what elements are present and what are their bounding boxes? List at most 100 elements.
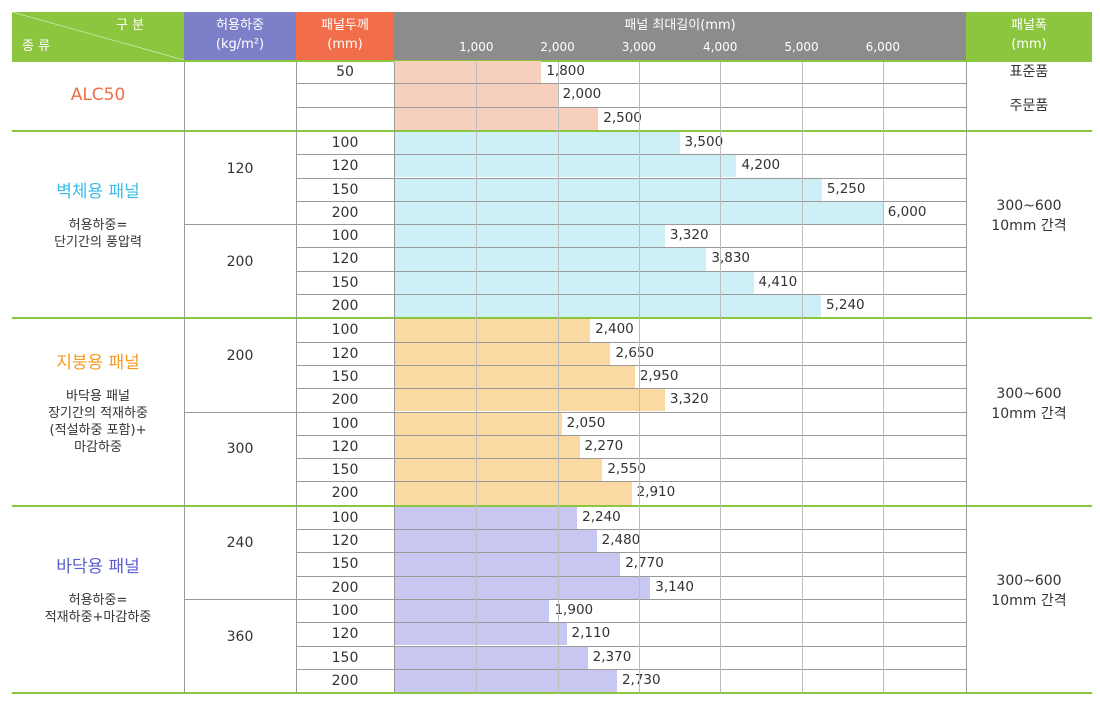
table-body: 50 1,800 2,000 2,500 ALC50 표준품 주문품 100 3,500 120 4…	[12, 12, 1092, 708]
group-rule	[184, 411, 296, 413]
length-tick-label: 4,000	[703, 40, 738, 54]
length-bar	[394, 482, 632, 505]
row-rule	[296, 341, 966, 343]
thickness-value: 150	[331, 181, 359, 198]
column-rule	[296, 62, 297, 694]
bar-value-label: 3,140	[652, 577, 697, 596]
group-rule	[184, 224, 296, 226]
row-rule	[296, 154, 966, 156]
bar-value-label: 3,320	[666, 226, 712, 245]
length-bar	[394, 412, 562, 435]
row-rule	[296, 83, 966, 85]
panel-width-line: 300~600	[996, 385, 1062, 402]
category-note: 허용하중= 적재하중+마감하중	[12, 592, 184, 626]
thickness-value: 200	[331, 204, 359, 221]
panel-width-value: 300~600 10mm 간격	[966, 196, 1092, 236]
length-bar	[394, 225, 665, 248]
panel-width-value: 300~600 10mm 간격	[966, 571, 1092, 611]
load-value: 200	[226, 347, 254, 364]
bar-value-label: 2,950	[636, 366, 682, 385]
thickness-value: 100	[331, 322, 359, 339]
load-value: 360	[226, 628, 254, 645]
header-thickness-unit: (mm)	[327, 37, 363, 52]
length-bar	[394, 131, 680, 155]
thickness-value: 150	[331, 274, 359, 291]
panel-width-value: 표준품 주문품	[966, 62, 1092, 116]
row-rule	[296, 247, 966, 249]
thickness-value: 100	[331, 415, 359, 432]
row-rule	[296, 434, 966, 436]
bar-value-label: 3,320	[666, 390, 712, 409]
row-rule	[296, 481, 966, 483]
bar-value-label: 1,900	[551, 600, 597, 619]
length-bar	[394, 248, 707, 271]
length-bar	[394, 271, 754, 294]
category-note-line: 허용하중=	[68, 592, 128, 608]
thickness-value: 150	[331, 556, 359, 573]
length-bar	[394, 576, 651, 599]
header-length-cell: 패널 최대길이(mm) 1,000 2,000 3,000 4,000 5,000 6,0…	[394, 12, 966, 60]
bar-value-label: 2,500	[600, 108, 645, 127]
bar-value-label: 3,830	[708, 249, 754, 268]
category-note-line: 허용하중=	[68, 218, 128, 234]
row-rule	[296, 364, 966, 366]
bar-value-label: 2,910	[633, 483, 679, 502]
header-width-unit: (mm)	[1011, 37, 1047, 52]
category-note-line: 마감하중	[74, 439, 122, 455]
row-rule	[296, 294, 966, 295]
bar-value-label: 6,000	[884, 202, 930, 221]
thickness-value: 120	[331, 251, 359, 268]
length-bar	[394, 435, 580, 459]
thickness-value: 150	[331, 462, 359, 479]
length-bar	[394, 389, 665, 412]
length-bar	[394, 155, 737, 178]
category-title: 벽체용 패널	[56, 182, 140, 203]
thickness-value: 50	[336, 64, 354, 80]
length-gridline	[638, 62, 640, 694]
length-bar	[394, 669, 617, 693]
panel-spec-table: 구 분 종 류 허용하중 (kg/m²) 패널두께 (mm) 패널 최대길이(m…	[12, 12, 1092, 708]
length-tick-label: 3,000	[621, 40, 657, 54]
thickness-value: 150	[331, 368, 359, 385]
thickness-value: 120	[331, 158, 359, 175]
length-bar	[394, 646, 588, 669]
thickness-value: 200	[331, 298, 359, 314]
length-bar	[394, 201, 883, 225]
thickness-value: 120	[331, 345, 359, 362]
panel-width-value: 300~600 10mm 간격	[966, 384, 1092, 424]
category-bottom-rule	[12, 504, 1092, 507]
row-rule	[296, 177, 966, 179]
bar-value-label: 5,240	[823, 296, 868, 314]
length-bar	[394, 365, 635, 389]
bar-value-label: 2,370	[589, 647, 635, 666]
header-category-bottom: 종 류	[22, 39, 51, 54]
header-category-cell: 구 분 종 류	[12, 12, 184, 60]
bar-value-label: 2,270	[581, 436, 627, 455]
category-title: 지붕용 패널	[56, 352, 140, 373]
bar-value-label: 5,250	[823, 179, 869, 198]
row-rule	[296, 645, 966, 647]
header-load-label: 허용하중	[216, 18, 264, 33]
bar-value-label: 2,000	[559, 85, 605, 104]
row-rule	[296, 270, 966, 272]
column-rule	[966, 62, 967, 694]
category-bottom-rule	[12, 692, 1092, 695]
row-rule	[296, 552, 966, 554]
header-thickness-cell: 패널두께 (mm)	[296, 12, 394, 60]
length-tick-label: 2,000	[540, 40, 575, 54]
header-load-unit: (kg/m²)	[215, 37, 265, 52]
bar-value-label: 2,550	[604, 460, 649, 479]
category-title: ALC50	[70, 84, 126, 105]
thickness-value: 200	[331, 579, 359, 596]
header-width-label: 패널폭	[1011, 18, 1047, 33]
category-bottom-rule	[12, 317, 1092, 320]
group-rule	[184, 598, 296, 600]
panel-width-line: 300~600	[996, 198, 1062, 215]
column-rule	[184, 62, 185, 694]
length-bar	[394, 61, 542, 84]
row-rule	[296, 622, 966, 624]
length-bar	[394, 319, 591, 342]
length-gridline	[882, 62, 884, 694]
row-rule	[296, 529, 966, 530]
header-bottom-rule	[12, 60, 1092, 62]
